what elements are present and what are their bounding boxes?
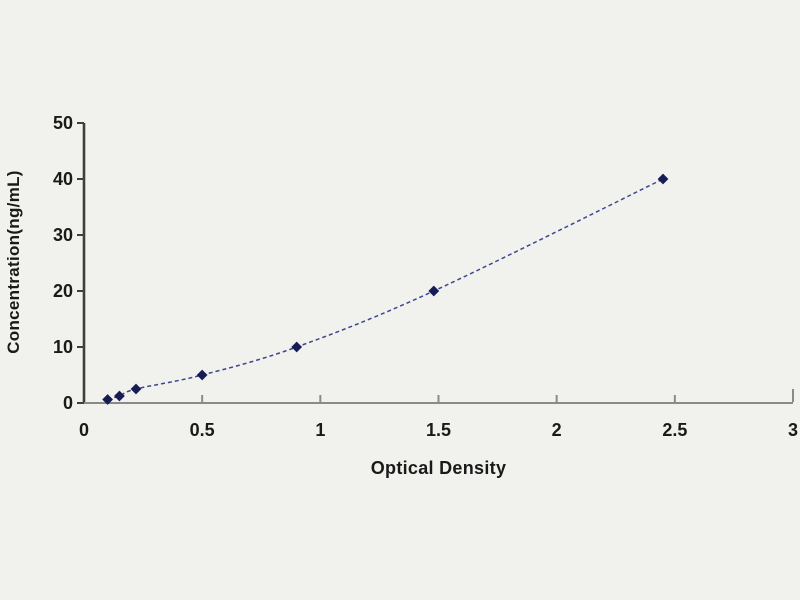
y-tick-label: 10: [53, 337, 73, 357]
data-point-marker: [114, 390, 125, 402]
x-tick-label: 0: [79, 420, 89, 440]
y-tick-label: 40: [53, 169, 73, 189]
curve-path: [107, 178, 664, 401]
x-axis-title: Optical Density: [370, 458, 507, 478]
data-point-marker: [657, 173, 669, 185]
x-tick-label: 1.5: [426, 420, 451, 440]
data-point-marker: [428, 285, 440, 297]
x-tick-label: 2: [552, 420, 562, 440]
x-tick-label: 2.5: [662, 420, 687, 440]
x-tick-label: 1: [315, 420, 325, 440]
data-point-marker: [291, 341, 303, 353]
x-tick-label: 3: [788, 420, 798, 440]
data-point-marker: [130, 383, 142, 395]
y-tick-label: 0: [63, 393, 73, 413]
x-tick-label: 0.5: [190, 420, 215, 440]
y-tick-label: 30: [53, 225, 73, 245]
data-point-marker: [196, 369, 208, 381]
y-axis-title: Concentration(ng/mL): [4, 170, 23, 354]
y-tick-label: 50: [53, 113, 73, 133]
y-tick-label: 20: [53, 281, 73, 301]
